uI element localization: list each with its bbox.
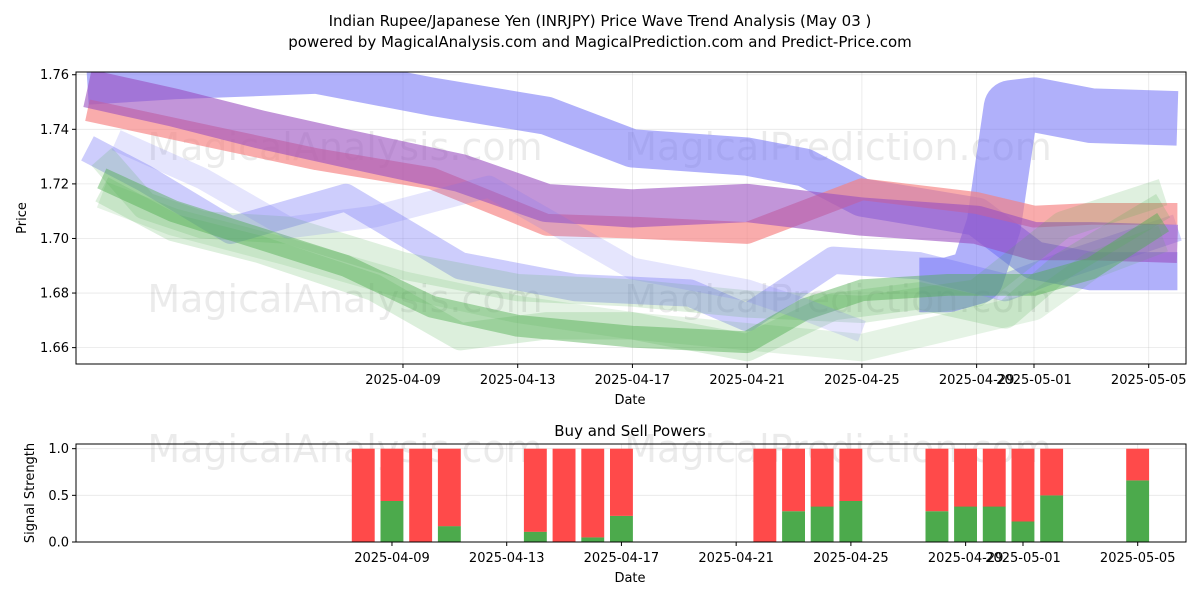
sell-bar <box>523 448 547 532</box>
sell-bar <box>1126 448 1150 481</box>
power-chart-title: Buy and Sell Powers <box>554 422 706 440</box>
buy-bar <box>810 506 834 542</box>
price-y-tick-label: 1.68 <box>40 287 69 302</box>
sell-bar <box>1040 448 1064 496</box>
buy-bar <box>1126 480 1150 542</box>
power-y-axis: 0.0 0.5 1.0 <box>48 442 76 551</box>
buy-bar <box>982 506 1006 542</box>
price-chart: MagicalAnalysis.com MagicalPrediction.co… <box>15 68 1187 408</box>
price-x-axis: 2025-04-09 2025-04-13 2025-04-17 2025-04-21… <box>365 364 1186 388</box>
price-x-tick-label: 2025-04-13 <box>480 373 556 388</box>
sell-bar <box>839 448 863 501</box>
sell-bar <box>552 448 576 542</box>
sell-bar <box>380 448 404 501</box>
power-x-axis: 2025-04-09 2025-04-13 2025-04-17 2025-04-21… <box>354 542 1175 566</box>
sell-bar <box>810 448 834 507</box>
buy-bar <box>925 511 949 542</box>
buy-bar <box>610 515 633 542</box>
sell-bar <box>954 448 977 507</box>
wave-green-wave-alt-2 <box>91 147 1168 324</box>
price-y-tick-label: 1.76 <box>40 68 69 83</box>
sell-bar <box>581 448 605 538</box>
power-x-tick-label: 2025-05-01 <box>985 551 1061 566</box>
price-x-tick-label: 2025-04-21 <box>709 373 785 388</box>
price-x-tick-label: 2025-04-25 <box>824 373 900 388</box>
power-x-tick-label: 2025-04-25 <box>813 551 889 566</box>
price-series <box>81 72 1182 362</box>
chart-subtitle: powered by MagicalAnalysis.com and Magic… <box>288 33 912 51</box>
sell-bar <box>409 448 433 542</box>
power-x-tick-label: 2025-04-13 <box>469 551 545 566</box>
price-plot-frame <box>75 71 1187 365</box>
sell-bar <box>610 448 633 516</box>
price-y-tick-label: 1.70 <box>40 232 69 247</box>
wave-grey-blue-wave <box>111 130 866 342</box>
wave-green-wave-main <box>97 168 1170 354</box>
price-y-axis: 1.66 1.68 1.70 1.72 1.74 1.76 <box>40 68 76 356</box>
buy-bar <box>1011 521 1035 542</box>
wave-blue-wave-lower <box>81 136 1182 332</box>
price-x-label: Date <box>614 393 645 408</box>
price-y-tick-label: 1.74 <box>40 123 69 138</box>
power-x-tick-label: 2025-04-21 <box>698 551 774 566</box>
sell-bar <box>753 448 777 542</box>
buy-bar <box>954 506 977 542</box>
power-bars <box>351 448 1150 542</box>
buy-bar <box>1040 495 1064 542</box>
buy-bar <box>581 537 605 542</box>
buy-bar <box>380 500 404 542</box>
price-x-tick-label: 2025-04-09 <box>365 373 441 388</box>
wave-green-wave-alt-1 <box>95 177 1171 362</box>
price-x-tick-label: 2025-04-17 <box>595 373 671 388</box>
sell-bar <box>1011 448 1035 522</box>
sell-bar <box>437 448 461 527</box>
power-y-tick-label: 0.0 <box>48 536 69 551</box>
power-chart: Buy and Sell Powers MagicalAnalysis.com … <box>23 422 1187 586</box>
watermark-magical-analysis-2: MagicalAnalysis.com <box>147 277 542 321</box>
price-y-label: Price <box>15 202 30 234</box>
price-x-tick-label: 2025-05-01 <box>996 373 1072 388</box>
price-y-tick-label: 1.72 <box>40 177 69 192</box>
wave-blue-wave-step <box>919 77 1179 313</box>
chart-title: Indian Rupee/Japanese Yen (INRJPY) Price… <box>329 12 872 30</box>
sell-bar <box>925 448 949 512</box>
power-plot-frame <box>75 443 1187 543</box>
buy-bar <box>839 500 863 542</box>
wave-green-wave-alt-3 <box>96 182 1168 362</box>
power-y-tick-label: 1.0 <box>48 442 69 457</box>
price-y-tick-label: 1.66 <box>40 341 69 356</box>
sell-bar <box>782 448 805 512</box>
power-y-tick-label: 0.5 <box>48 489 69 504</box>
buy-bar <box>523 531 547 542</box>
sell-bar <box>982 448 1006 507</box>
price-x-tick-label: 2025-05-05 <box>1111 373 1187 388</box>
power-x-tick-label: 2025-04-09 <box>354 551 430 566</box>
power-watermarks: MagicalAnalysis.com MagicalPrediction.co… <box>147 427 1051 471</box>
watermark-magical-analysis-3: MagicalAnalysis.com <box>147 427 542 471</box>
power-y-label: Signal Strength <box>23 443 38 543</box>
power-x-tick-label: 2025-05-05 <box>1100 551 1176 566</box>
power-x-tick-label: 2025-04-29 <box>928 551 1004 566</box>
buy-bar <box>437 526 461 542</box>
power-x-tick-label: 2025-04-17 <box>584 551 660 566</box>
sell-bar <box>351 448 375 542</box>
watermark-magical-prediction-3: MagicalPrediction.com <box>624 427 1052 471</box>
wave-purple-wave <box>83 72 1178 263</box>
price-x-tick-label: 2025-04-29 <box>939 373 1015 388</box>
power-x-label: Date <box>614 571 645 586</box>
buy-bar <box>782 511 805 542</box>
